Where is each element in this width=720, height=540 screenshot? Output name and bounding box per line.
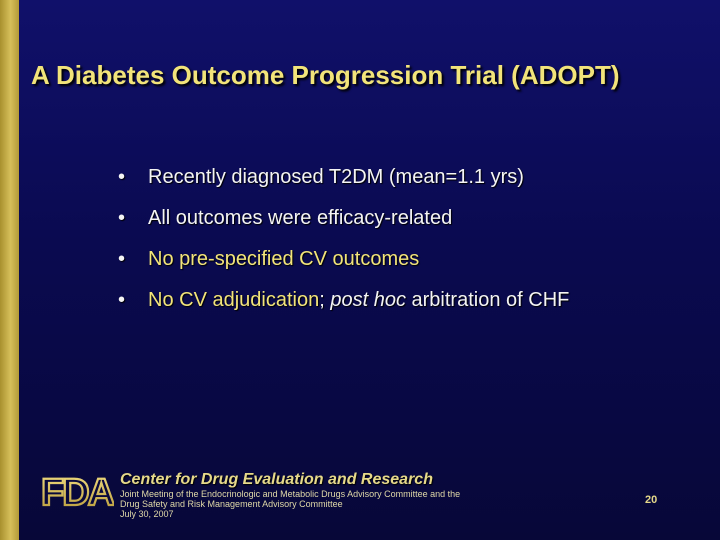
bullet-text: Recently diagnosed T2DM (mean=1.1 yrs) [148,166,524,188]
meeting-date: July 30, 2007 [120,509,174,519]
bullet-text: No pre-specified CV outcomes [148,248,420,270]
meeting-info: Joint Meeting of the Endocrinologic and … [120,489,460,519]
page-number: 20 [645,494,658,506]
fda-logo-text: FDA [41,472,114,510]
bullet-dot: • [118,166,126,188]
slide-title: A Diabetes Outcome Progression Trial (AD… [31,60,620,90]
bullet-item: • All outcomes were efficacy-related [118,203,569,244]
fda-logo-icon: FDA [40,471,114,510]
bullet-text-italic: post hoc [330,289,406,311]
meeting-line: Joint Meeting of the Endocrinologic and … [120,489,461,499]
bullet-dot: • [118,248,126,270]
bullet-text-separator: ; [319,289,325,311]
bullet-item: • No pre-specified CV outcomes [118,244,569,285]
bullet-item: • No CV adjudication; post hoc arbitrati… [118,285,569,326]
meeting-line: Drug Safety and Risk Management Advisory… [120,499,343,509]
center-name: Center for Drug Evaluation and Research [120,471,433,488]
bullet-dot: • [118,289,126,311]
left-accent-bar [0,0,19,540]
bullet-item: • Recently diagnosed T2DM (mean=1.1 yrs) [118,162,569,203]
bullet-text: All outcomes were efficacy-related [148,207,453,229]
bullet-dot: • [118,207,126,229]
bullet-list: • Recently diagnosed T2DM (mean=1.1 yrs)… [118,162,569,326]
bullet-text-rest: arbitration of CHF [411,289,570,311]
bullet-text-highlight: No CV adjudication [148,289,320,311]
